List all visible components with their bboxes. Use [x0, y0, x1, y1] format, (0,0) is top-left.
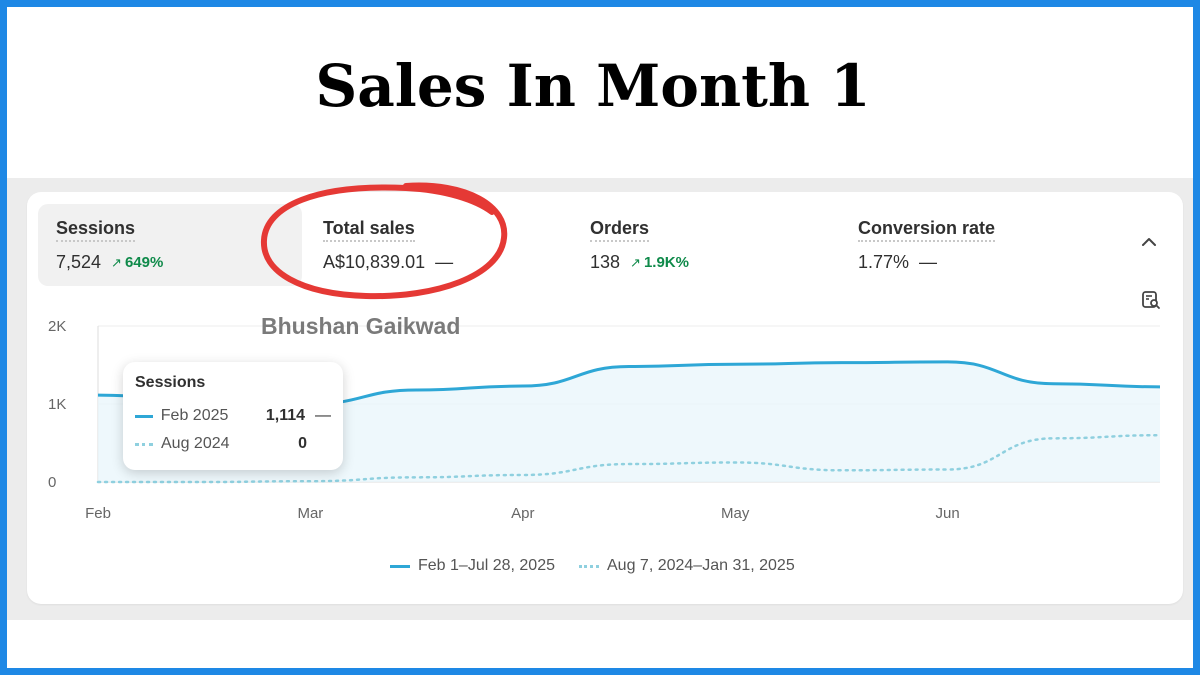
arrow-up-icon: ↗ — [630, 254, 641, 270]
series-line-comparison — [96, 433, 1162, 484]
metric-tab-total-sales[interactable]: Total sales A$10,839.01 — — [305, 204, 569, 286]
arrow-up-icon: ↗ — [111, 254, 122, 270]
metric-change: 1.9K% — [643, 254, 689, 271]
x-tick-label: Apr — [511, 505, 534, 522]
y-tick-label: 2K — [48, 318, 66, 335]
metric-change: 649% — [124, 254, 164, 271]
chevron-up-icon[interactable] — [1140, 233, 1158, 251]
metric-change: — — [919, 252, 938, 272]
tooltip-row: Feb 2025 1,114 — — [135, 402, 331, 430]
legend-label: Aug 7, 2024–Jan 31, 2025 — [607, 557, 795, 574]
metric-value: A$10,839.01 — [323, 252, 426, 272]
tooltip-row: Aug 2024 0 — [135, 430, 331, 458]
legend-item-current[interactable]: Feb 1–Jul 28, 2025 — [390, 557, 555, 575]
metric-label: Conversion rate — [858, 218, 996, 242]
legend-item-comparison[interactable]: Aug 7, 2024–Jan 31, 2025 — [579, 557, 795, 575]
metric-label: Sessions — [56, 218, 136, 242]
metric-label: Orders — [590, 218, 650, 242]
tooltip-period: Aug 2024 — [161, 435, 230, 452]
x-tick-label: Feb — [85, 505, 111, 522]
report-search-icon[interactable] — [1141, 290, 1161, 310]
metric-tab-conversion-rate[interactable]: Conversion rate 1.77% — — [840, 204, 1104, 286]
chart-legend: Feb 1–Jul 28, 2025 Aug 7, 2024–Jan 31, 2… — [390, 557, 819, 575]
tooltip-title: Sessions — [135, 374, 206, 391]
y-tick-label: 0 — [48, 474, 56, 491]
metric-value: 138 — [590, 252, 621, 272]
tooltip-value: 1,114 — [265, 407, 305, 424]
metric-value: 1.77% — [858, 252, 910, 272]
tooltip-suffix: — — [315, 407, 331, 424]
x-tick-label: Mar — [297, 505, 323, 522]
watermark: Bhushan Gaikwad — [261, 313, 461, 339]
x-tick-label: Jun — [936, 505, 960, 522]
legend-swatch — [390, 564, 410, 568]
x-tick-label: May — [721, 505, 750, 522]
chart-tooltip: Sessions Feb 2025 1,114 — Aug 2024 0 — [123, 362, 343, 470]
metric-change: — — [435, 252, 454, 272]
tooltip-swatch — [135, 442, 153, 446]
metric-label: Total sales — [323, 218, 415, 242]
y-tick-label: 1K — [48, 396, 66, 413]
series-area-current — [98, 361, 1160, 482]
tooltip-period: Feb 2025 — [160, 407, 229, 424]
metric-tab-sessions[interactable]: Sessions 7,524 ↗ 649% — [38, 204, 302, 286]
page-title: Sales In Month 1 — [315, 52, 871, 120]
tooltip-value: 0 — [298, 435, 307, 452]
tooltip-swatch — [135, 414, 153, 418]
metric-tab-orders[interactable]: Orders 138 ↗ 1.9K% — [572, 204, 836, 286]
metric-value: 7,524 — [56, 252, 102, 272]
legend-swatch — [579, 564, 599, 568]
legend-label: Feb 1–Jul 28, 2025 — [418, 557, 555, 574]
